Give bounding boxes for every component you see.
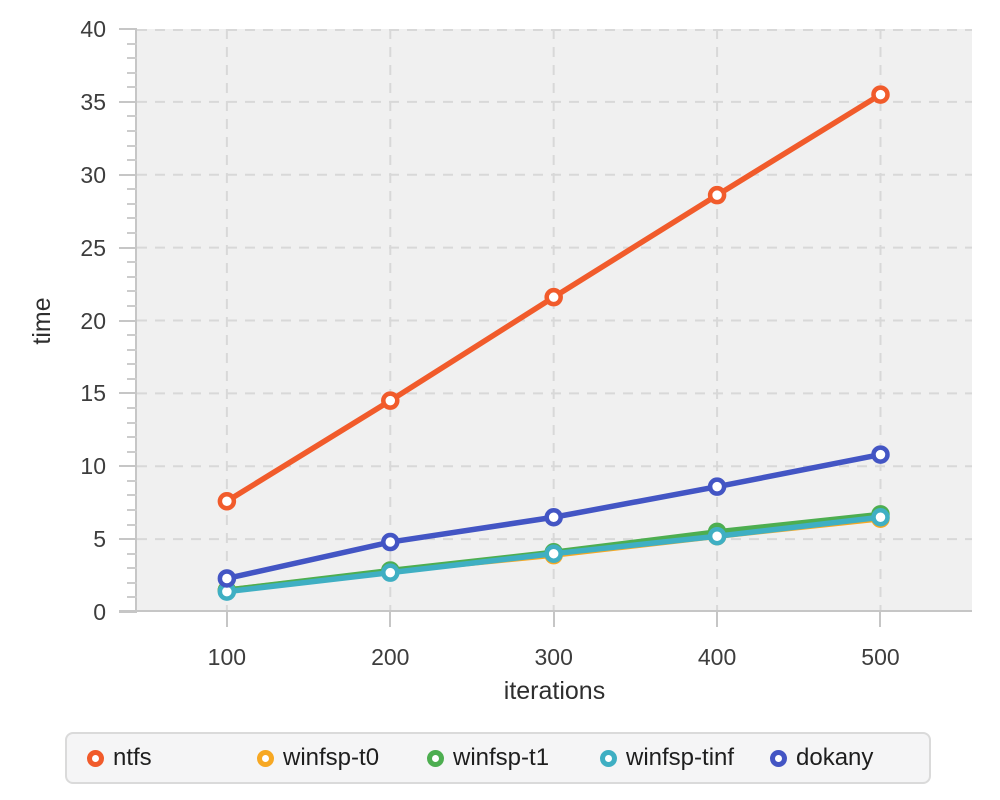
x-tick-label: 300 — [534, 644, 573, 670]
legend-item-winfsp-t0: winfsp-t0 — [257, 744, 427, 772]
y-minor-tick — [127, 567, 137, 570]
plot-area — [137, 29, 972, 612]
data-point-ntfs — [707, 185, 727, 205]
y-minor-tick — [127, 494, 137, 497]
data-point-ntfs — [381, 391, 400, 410]
y-tick-label: 10 — [80, 453, 106, 480]
y-minor-tick — [127, 261, 137, 264]
y-tick — [119, 28, 137, 30]
legend-item-ntfs: ntfs — [87, 744, 257, 772]
y-tick — [119, 465, 137, 468]
y-tick-label: 25 — [80, 234, 106, 261]
x-tick — [879, 612, 882, 627]
x-axis-title: iterations — [503, 677, 606, 705]
legend-label: dokany — [796, 744, 874, 771]
data-point-ntfs — [217, 491, 237, 511]
legend-item-winfsp-tinf: winfsp-tinf — [600, 744, 770, 772]
y-tick — [119, 538, 137, 541]
y-minor-tick — [127, 115, 137, 118]
data-point-dokany — [381, 532, 400, 552]
y-minor-tick — [127, 581, 137, 584]
x-tick-label: 500 — [861, 644, 900, 670]
legend-label: winfsp-tinf — [626, 744, 735, 771]
y-tick — [119, 392, 137, 395]
y-tick-label: 5 — [93, 526, 106, 553]
y-minor-tick — [127, 304, 137, 307]
data-point-dokany — [871, 445, 890, 464]
y-minor-tick — [127, 202, 137, 205]
legend-label: ntfs — [113, 744, 152, 771]
y-minor-tick — [127, 348, 137, 351]
y-tick-label: 40 — [80, 16, 106, 42]
y-minor-tick — [127, 275, 137, 278]
data-point-dokany — [707, 477, 727, 496]
x-axis-line — [119, 610, 972, 612]
x-tick-label: 100 — [207, 644, 247, 670]
legend-label: winfsp-t1 — [453, 744, 550, 771]
y-tick — [119, 319, 137, 322]
y-minor-tick — [127, 523, 137, 526]
x-tick — [716, 612, 719, 627]
y-minor-tick — [127, 334, 137, 337]
y-minor-tick — [127, 479, 137, 482]
y-minor-tick — [127, 159, 137, 162]
y-tick-label: 35 — [80, 88, 106, 115]
y-minor-tick — [127, 217, 137, 220]
chart-legend: ntfs winfsp-t0 winfsp-t1 winfsp-tinf dokany — [65, 732, 931, 784]
data-point-winfsp-tinf — [544, 544, 563, 563]
x-tick — [225, 612, 228, 627]
y-minor-tick — [127, 42, 137, 45]
y-minor-tick — [127, 232, 137, 235]
x-tick — [389, 612, 392, 627]
data-point-ntfs — [871, 85, 890, 104]
y-minor-tick — [127, 86, 137, 89]
y-minor-tick — [127, 188, 137, 191]
y-tick — [119, 246, 137, 249]
y-minor-tick — [127, 290, 137, 293]
data-point-ntfs — [544, 287, 563, 307]
legend-marker-icon — [87, 749, 104, 767]
y-minor-tick — [127, 71, 137, 74]
y-minor-tick — [127, 130, 137, 133]
legend-item-dokany: dokany — [770, 744, 929, 772]
y-minor-tick — [127, 363, 137, 366]
x-tick-label: 400 — [697, 644, 737, 670]
x-tick-label: 200 — [371, 644, 410, 670]
y-minor-tick — [127, 377, 137, 380]
y-tick — [119, 611, 137, 613]
y-minor-tick — [127, 450, 137, 453]
data-point-winfsp-tinf — [871, 508, 890, 527]
legend-label: winfsp-t0 — [283, 744, 380, 771]
x-tick — [552, 612, 555, 627]
y-minor-tick — [127, 436, 137, 439]
y-minor-tick — [127, 596, 137, 599]
y-tick-label: 30 — [80, 161, 106, 188]
y-axis-title: time — [28, 297, 56, 345]
legend-marker-icon — [427, 749, 444, 767]
data-point-dokany — [217, 569, 237, 588]
y-tick-label: 20 — [80, 307, 106, 334]
y-minor-tick — [127, 552, 137, 555]
chart-canvas — [137, 29, 972, 612]
y-tick — [119, 100, 137, 103]
y-tick-label: 0 — [93, 599, 106, 625]
legend-marker-icon — [770, 749, 787, 767]
y-minor-tick — [127, 57, 137, 60]
legend-item-winfsp-t1: winfsp-t1 — [427, 744, 600, 772]
data-point-dokany — [544, 508, 563, 527]
data-point-winfsp-tinf — [381, 563, 400, 582]
data-point-winfsp-tinf — [707, 526, 727, 546]
y-tick — [119, 173, 137, 176]
y-minor-tick — [127, 406, 137, 409]
legend-marker-icon — [257, 749, 274, 767]
y-tick-label: 15 — [80, 380, 106, 407]
y-minor-tick — [127, 144, 137, 147]
y-minor-tick — [127, 421, 137, 424]
legend-marker-icon — [600, 749, 617, 767]
y-minor-tick — [127, 508, 137, 511]
